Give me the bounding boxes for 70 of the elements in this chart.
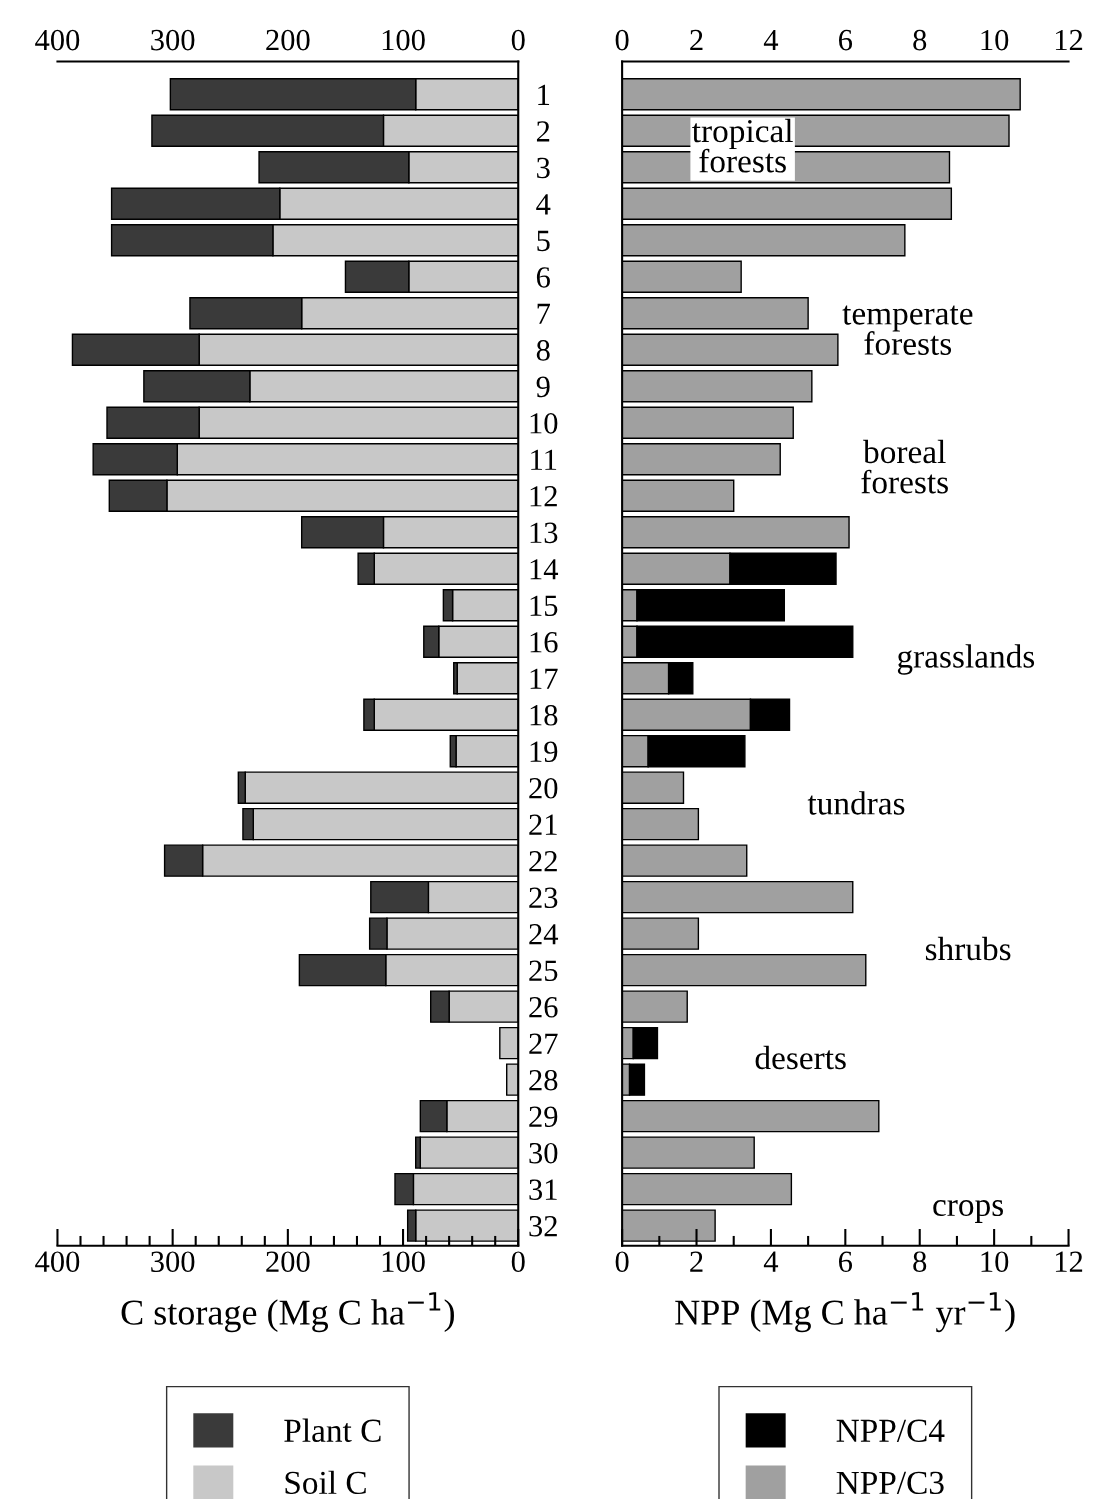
y-tick-label: 16	[530, 632, 558, 653]
y-tick-label: 15	[530, 595, 558, 617]
y-tick-label: 6	[536, 267, 550, 288]
annotation: tundras	[807, 791, 905, 815]
x-tick-label: 200	[266, 1251, 310, 1273]
y-tick-label: 21	[529, 814, 557, 835]
y-tick-label: 32	[529, 1215, 557, 1237]
x-tick-label: 8	[913, 1251, 927, 1273]
y-tick-label: 1	[538, 84, 550, 105]
x-axis-title: NPP (Mg C ha$^{−1}$ yr$^{−1}$)	[675, 1292, 1015, 1333]
x-tick-label: 2	[690, 1251, 703, 1272]
y-tick-label: 3	[537, 157, 550, 179]
y-tick-label: 4	[536, 194, 551, 215]
annotation: temperate forests	[842, 305, 973, 355]
x2-tick-label: 400	[35, 29, 80, 51]
legend-label: Plant C	[284, 1418, 381, 1443]
x2-tick-label: 200	[266, 29, 310, 51]
x2-tick-label: 6	[839, 29, 853, 51]
y-tick-label: 17	[530, 668, 558, 689]
y-tick-label: 29	[529, 1106, 558, 1128]
y-tick-label: 8	[536, 340, 550, 361]
y-tick-label: 2	[536, 121, 550, 142]
x-tick-label: 6	[839, 1251, 853, 1273]
x2-tick-label: 4	[763, 29, 779, 51]
x-tick-label: 0	[615, 1251, 629, 1273]
y-tick-label: 13	[530, 522, 558, 544]
y-tick-label: 30	[529, 1142, 558, 1164]
y-tick-label: 31	[529, 1179, 557, 1201]
legend-label: Soil C	[285, 1470, 366, 1495]
y-tick-label: 26	[529, 997, 558, 1018]
x2-tick-label: 2	[690, 29, 703, 51]
y-tick-label: 20	[529, 777, 558, 799]
x-tick-label: 400	[35, 1251, 80, 1273]
annotation: boreal forests	[861, 439, 948, 494]
y-tick-label: 28	[529, 1069, 558, 1091]
x2-tick-label: 8	[913, 29, 927, 51]
annotation: shrubs	[925, 936, 1011, 961]
x-tick-label: 300	[151, 1251, 195, 1273]
annotation: deserts	[755, 1045, 846, 1070]
x2-tick-label: 0	[615, 29, 629, 51]
x2-tick-label: 300	[151, 29, 195, 51]
x-tick-label: 12	[1055, 1251, 1083, 1272]
y-tick-label: 9	[536, 376, 550, 398]
y-tick-label: 12	[530, 486, 557, 507]
x2-tick-label: 12	[1055, 29, 1083, 51]
legend-label: NPP/C4	[836, 1419, 945, 1443]
x-tick-label: 4	[763, 1251, 779, 1272]
y-tick-label: 27	[529, 1033, 558, 1054]
y-tick-label: 19	[530, 741, 558, 763]
y-tick-label: 5	[537, 230, 550, 252]
y-tick-label: 23	[529, 887, 558, 909]
x2-tick-label: 100	[382, 29, 425, 51]
legend-label: NPP/C3	[836, 1471, 944, 1495]
y-tick-label: 11	[531, 449, 557, 470]
y-tick-label: 24	[529, 924, 559, 945]
x2-tick-label: 0	[511, 29, 525, 51]
x2-tick-label: 10	[981, 29, 1009, 51]
annotation: crops	[933, 1200, 1003, 1223]
y-tick-label: 25	[529, 960, 558, 982]
x-axis-title: C storage (Mg C ha$^{−1}$)	[121, 1292, 454, 1333]
annotation: grasslands	[897, 644, 1035, 675]
x-tick-label: 10	[981, 1251, 1009, 1273]
y-tick-label: 22	[529, 851, 557, 872]
annotation: tropical forests	[692, 118, 793, 173]
y-tick-label: 18	[530, 704, 558, 726]
y-tick-label: 14	[530, 559, 559, 580]
x-tick-label: 0	[511, 1251, 525, 1273]
y-tick-label: 10	[530, 413, 558, 434]
x-tick-label: 100	[382, 1251, 425, 1273]
y-tick-label: 7	[537, 303, 551, 324]
